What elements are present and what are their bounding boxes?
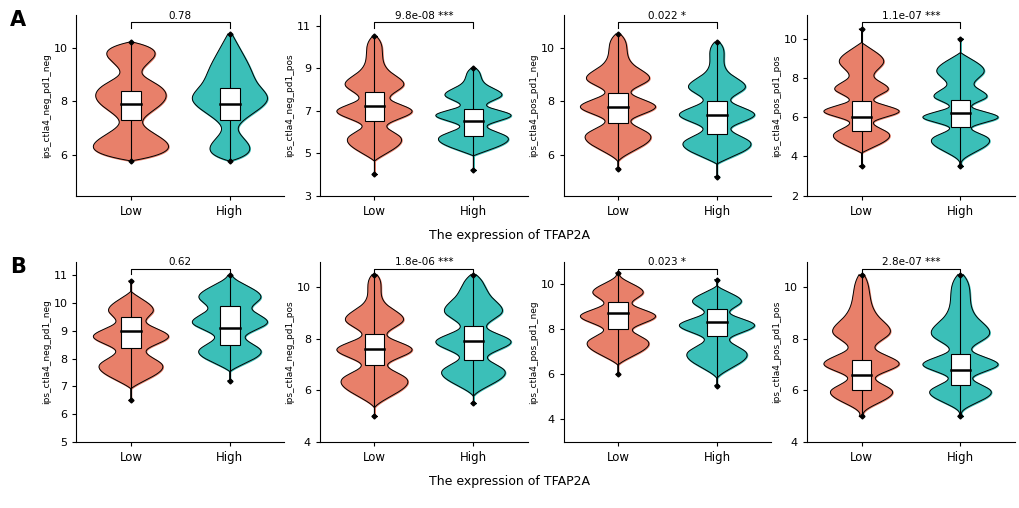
FancyBboxPatch shape xyxy=(364,334,384,365)
FancyBboxPatch shape xyxy=(364,91,384,121)
Y-axis label: ips_ctla4_neg_pd1_neg: ips_ctla4_neg_pd1_neg xyxy=(42,53,51,158)
Y-axis label: ips_ctla4_pos_pd1_pos: ips_ctla4_pos_pd1_pos xyxy=(771,54,781,156)
Text: 9.8e-08 ***: 9.8e-08 *** xyxy=(394,11,452,21)
Text: 0.78: 0.78 xyxy=(169,11,192,21)
Text: The expression of TFAP2A: The expression of TFAP2A xyxy=(429,229,590,242)
FancyBboxPatch shape xyxy=(706,309,727,336)
FancyBboxPatch shape xyxy=(463,109,483,136)
Y-axis label: ips_ctla4_pos_pd1_pos: ips_ctla4_pos_pd1_pos xyxy=(771,301,781,403)
Text: 0.022 *: 0.022 * xyxy=(648,11,686,21)
FancyBboxPatch shape xyxy=(706,102,727,134)
FancyBboxPatch shape xyxy=(220,88,239,120)
FancyBboxPatch shape xyxy=(607,93,628,123)
Y-axis label: ips_ctla4_neg_pd1_neg: ips_ctla4_neg_pd1_neg xyxy=(42,299,51,404)
FancyBboxPatch shape xyxy=(463,326,483,360)
Y-axis label: ips_ctla4_neg_pd1_pos: ips_ctla4_neg_pd1_pos xyxy=(285,54,293,157)
Y-axis label: ips_ctla4_neg_pd1_pos: ips_ctla4_neg_pd1_pos xyxy=(285,300,293,403)
Text: A: A xyxy=(10,10,26,30)
Text: 0.023 *: 0.023 * xyxy=(648,257,686,267)
FancyBboxPatch shape xyxy=(220,306,239,345)
FancyBboxPatch shape xyxy=(851,102,870,131)
Text: 2.8e-07 ***: 2.8e-07 *** xyxy=(880,257,940,267)
FancyBboxPatch shape xyxy=(121,90,141,120)
Text: 0.62: 0.62 xyxy=(169,257,192,267)
Y-axis label: ips_ctla4_pos_pd1_neg: ips_ctla4_pos_pd1_neg xyxy=(528,300,537,403)
FancyBboxPatch shape xyxy=(950,355,969,385)
Text: B: B xyxy=(10,257,26,276)
FancyBboxPatch shape xyxy=(851,360,870,391)
FancyBboxPatch shape xyxy=(607,302,628,329)
Text: 1.8e-06 ***: 1.8e-06 *** xyxy=(394,257,452,267)
Y-axis label: ips_ctla4_pos_pd1_neg: ips_ctla4_pos_pd1_neg xyxy=(528,54,537,157)
Text: 1.1e-07 ***: 1.1e-07 *** xyxy=(880,11,940,21)
FancyBboxPatch shape xyxy=(950,100,969,127)
FancyBboxPatch shape xyxy=(121,317,141,347)
Text: The expression of TFAP2A: The expression of TFAP2A xyxy=(429,475,590,488)
